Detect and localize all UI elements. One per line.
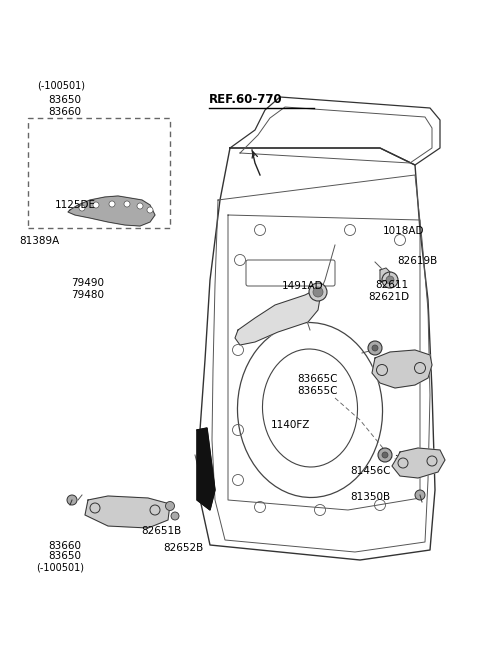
Text: 79490: 79490 xyxy=(71,278,104,289)
Circle shape xyxy=(166,501,175,510)
Polygon shape xyxy=(85,496,170,528)
Text: 83660: 83660 xyxy=(48,541,81,551)
Text: 81456C: 81456C xyxy=(350,466,391,476)
Polygon shape xyxy=(380,268,390,282)
Circle shape xyxy=(67,495,77,505)
Text: 1140FZ: 1140FZ xyxy=(271,420,311,430)
Text: 1491AD: 1491AD xyxy=(282,281,324,291)
Circle shape xyxy=(372,345,378,351)
Circle shape xyxy=(124,201,130,207)
Polygon shape xyxy=(235,290,320,345)
Circle shape xyxy=(309,283,327,301)
Circle shape xyxy=(386,276,394,284)
Text: 82619B: 82619B xyxy=(397,256,438,266)
Circle shape xyxy=(147,207,153,213)
Circle shape xyxy=(137,203,143,209)
Text: 83650: 83650 xyxy=(48,94,81,105)
Circle shape xyxy=(415,490,425,500)
Circle shape xyxy=(109,201,115,207)
Text: 82611: 82611 xyxy=(375,280,408,291)
Text: 83665C: 83665C xyxy=(298,374,338,384)
Text: 1125DE: 1125DE xyxy=(55,200,96,211)
Text: 83655C: 83655C xyxy=(298,386,338,396)
Circle shape xyxy=(368,341,382,355)
Text: 79480: 79480 xyxy=(71,290,104,300)
Text: 82621D: 82621D xyxy=(369,291,410,302)
Polygon shape xyxy=(392,448,445,478)
Text: 82651B: 82651B xyxy=(142,526,182,537)
Polygon shape xyxy=(372,350,432,388)
Circle shape xyxy=(378,448,392,462)
Text: 82652B: 82652B xyxy=(163,543,204,554)
Polygon shape xyxy=(68,196,155,226)
Circle shape xyxy=(382,452,388,458)
Text: REF.60-770: REF.60-770 xyxy=(209,93,282,106)
Circle shape xyxy=(171,512,179,520)
Text: 83660: 83660 xyxy=(48,106,81,117)
Polygon shape xyxy=(197,428,215,510)
Text: 83650: 83650 xyxy=(48,551,81,562)
Text: (-100501): (-100501) xyxy=(36,562,84,573)
Text: (-100501): (-100501) xyxy=(37,80,85,91)
Circle shape xyxy=(79,205,85,211)
Text: 81350B: 81350B xyxy=(350,492,391,502)
Text: 1018AD: 1018AD xyxy=(383,226,424,236)
Circle shape xyxy=(93,202,99,208)
Text: 81389A: 81389A xyxy=(19,236,60,247)
FancyBboxPatch shape xyxy=(28,118,170,228)
Circle shape xyxy=(313,287,323,297)
Circle shape xyxy=(382,272,398,288)
